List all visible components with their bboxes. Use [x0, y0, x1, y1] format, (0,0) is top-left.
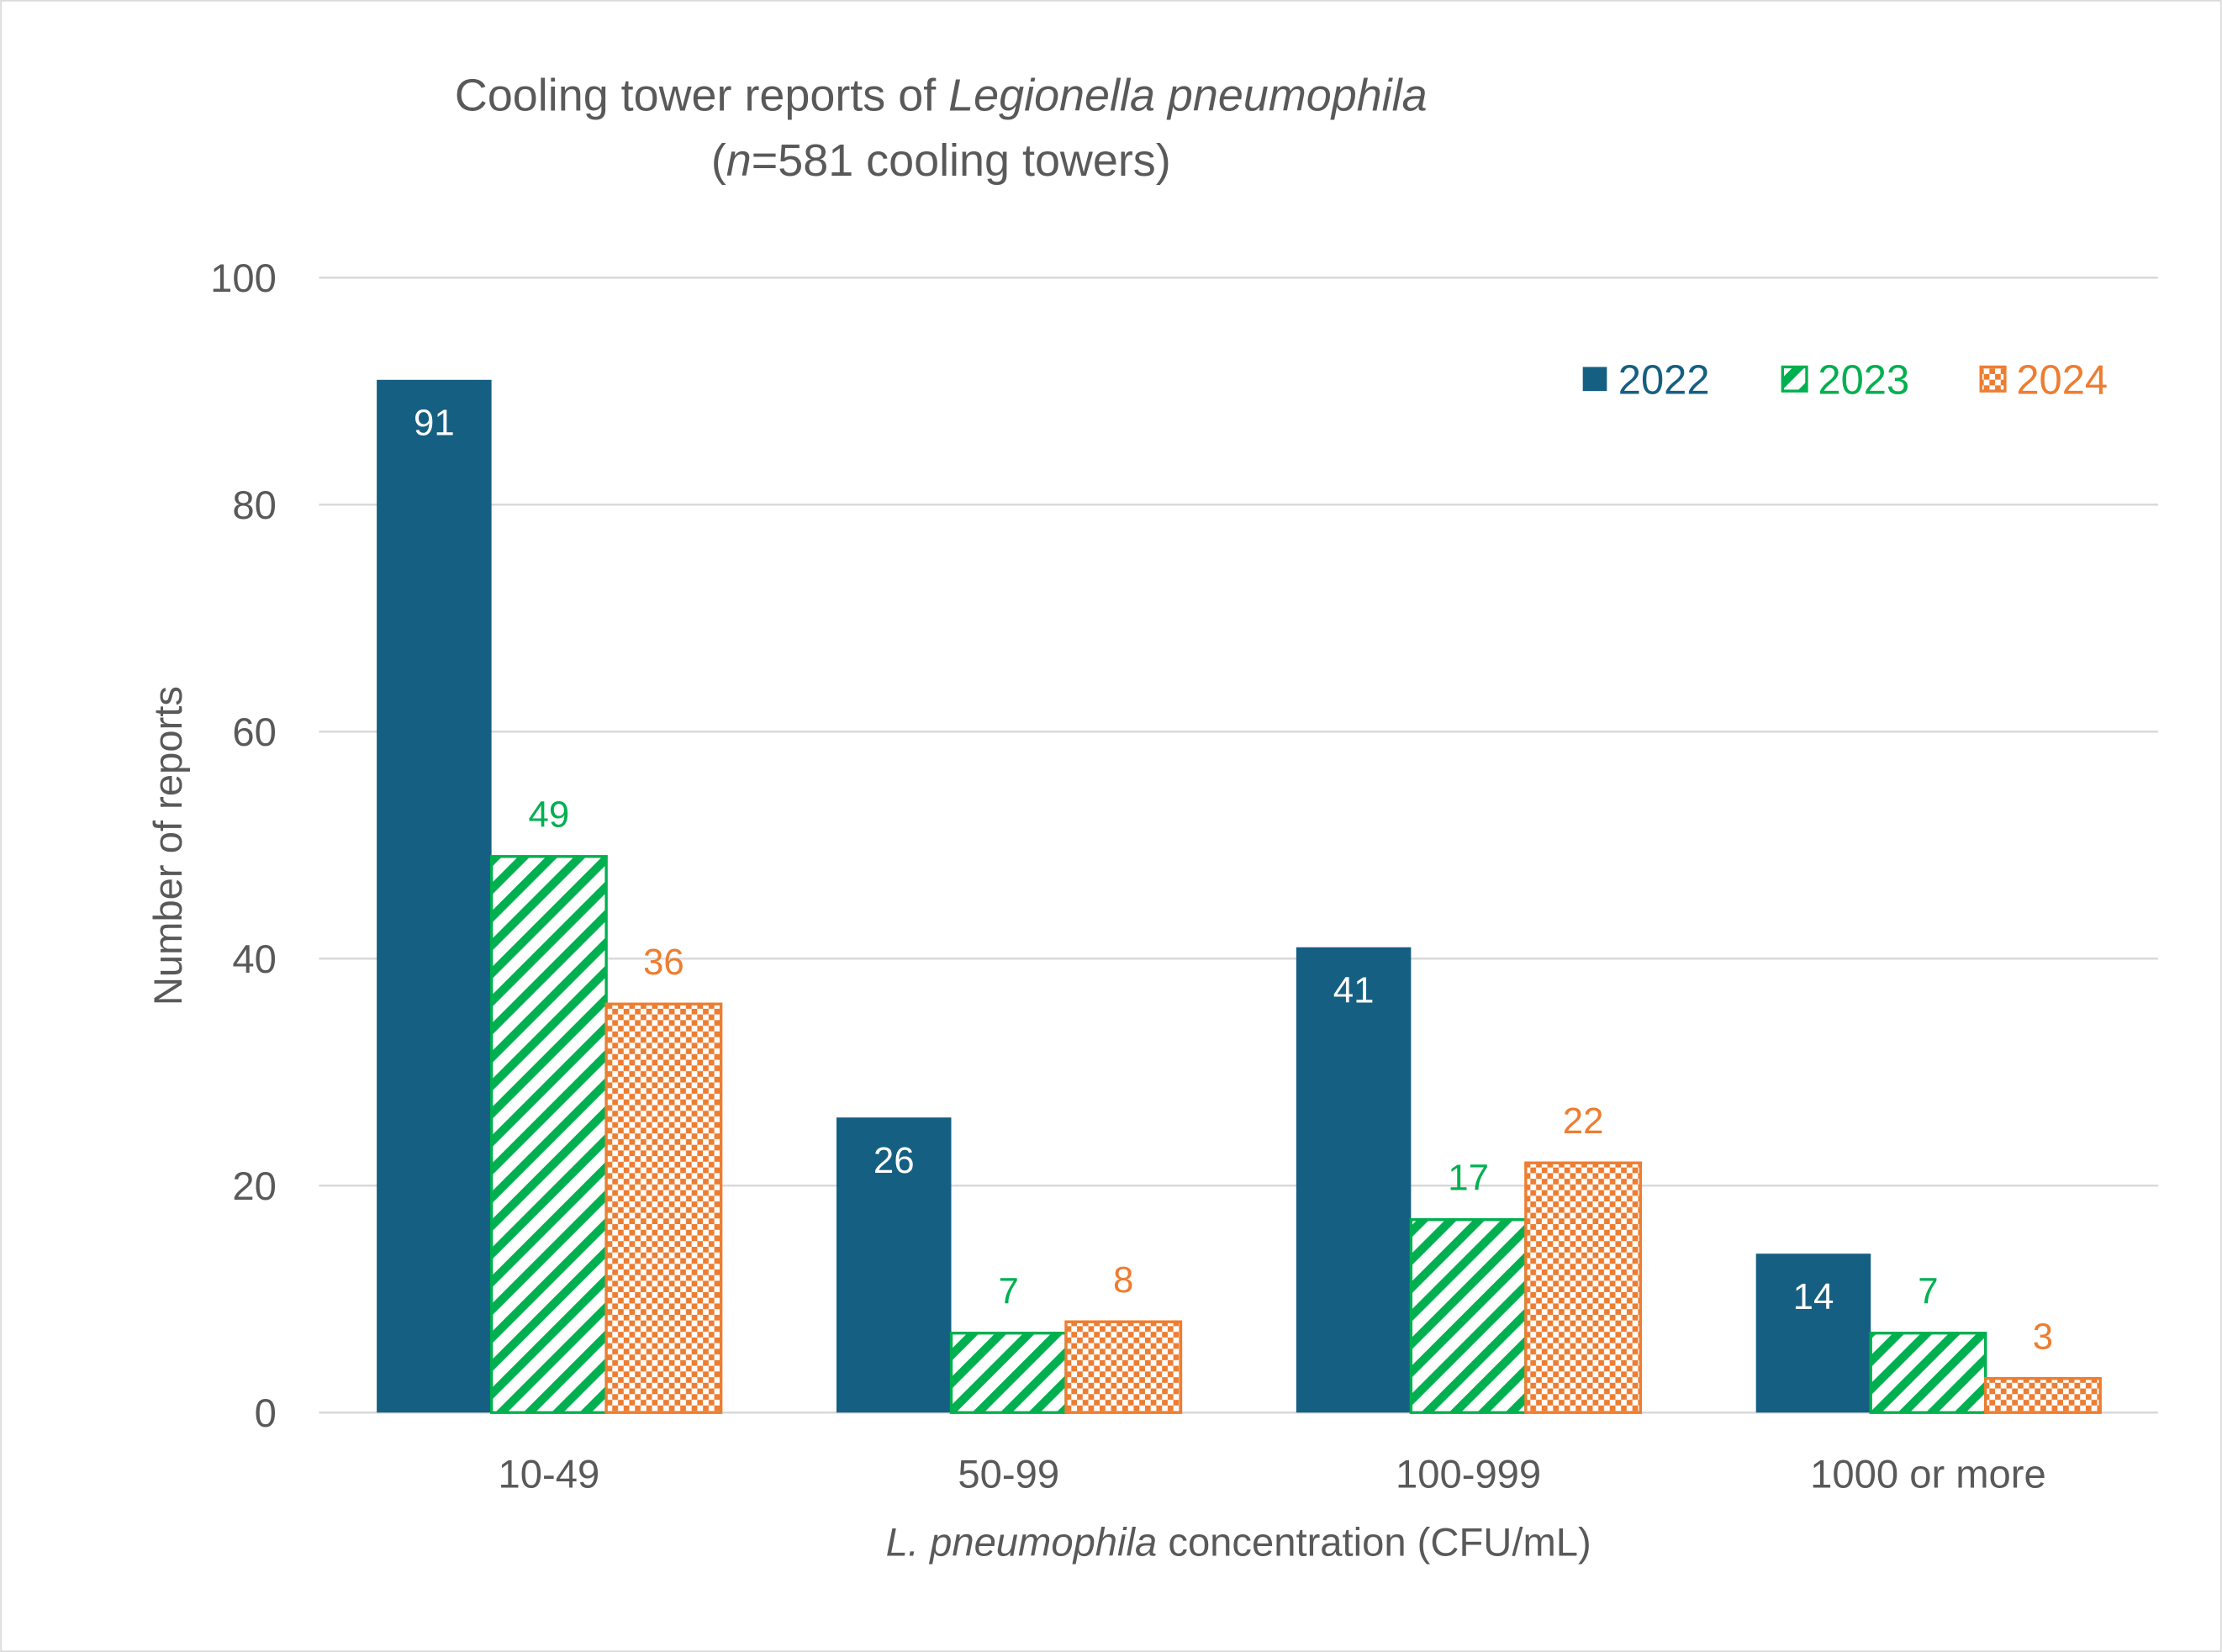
data-label: 36 [643, 942, 684, 983]
data-label: 91 [414, 403, 455, 444]
x-tick-label: 10-49 [499, 1452, 600, 1496]
data-label: 3 [2033, 1316, 2053, 1357]
chart-title-line1: Cooling tower reports of Legionella pneu… [455, 70, 1428, 120]
y-axis-ticks: 0 20 40 60 80 100 [210, 256, 277, 1435]
x-axis-ticks: 10-49 50-99 100-999 1000 or more [499, 1452, 2046, 1496]
bar-2022 [1296, 947, 1412, 1413]
bars: 91 49 36 26 7 8 41 17 22 14 7 3 [377, 379, 2102, 1414]
y-tick-label: 20 [232, 1164, 276, 1208]
bar-2024 [1064, 1320, 1183, 1414]
x-tick-label: 50-99 [958, 1452, 1059, 1496]
bar-2023 [949, 1332, 1068, 1414]
data-label: 17 [1448, 1157, 1489, 1198]
data-label: 41 [1333, 969, 1375, 1011]
legend-swatch-2024 [1979, 365, 2007, 393]
legend-label: 2023 [1818, 357, 1909, 403]
y-tick-label: 0 [255, 1391, 277, 1435]
legend-swatch-2022 [1582, 367, 1607, 392]
y-tick-label: 40 [232, 937, 276, 981]
bar-2024 [1524, 1161, 1643, 1414]
bar-2022 [1755, 1254, 1871, 1413]
data-label: 7 [1918, 1270, 1938, 1312]
bar-2022 [377, 379, 492, 1413]
legend-label: 2022 [1618, 357, 1710, 403]
data-label: 22 [1563, 1100, 1604, 1142]
y-axis-label: Number of reports [145, 686, 190, 1005]
bar-2024 [604, 1002, 723, 1414]
y-tick-label: 80 [232, 483, 276, 527]
data-label: 8 [1113, 1259, 1133, 1301]
bar-2023 [489, 855, 608, 1414]
bar-2023 [1869, 1332, 1987, 1414]
data-label: 49 [529, 794, 570, 835]
bar-2022 [836, 1117, 952, 1413]
x-axis-label: L. pneumophila concentration (CFU/mL) [886, 1519, 1591, 1564]
x-tick-label: 1000 or more [1810, 1452, 2046, 1496]
y-tick-label: 100 [210, 256, 277, 300]
legend-label: 2024 [2016, 357, 2108, 403]
bar-2024 [1984, 1377, 2102, 1414]
legend: 2022 2023 2024 [1582, 357, 2108, 403]
bar-2023 [1409, 1218, 1528, 1414]
legend-swatch-2023 [1781, 365, 1808, 393]
y-tick-label: 60 [232, 710, 276, 754]
chart-title-line2: (n=581 cooling towers) [711, 135, 1171, 186]
data-label: 7 [999, 1270, 1019, 1312]
data-label: 14 [1793, 1276, 1834, 1317]
data-label: 26 [873, 1140, 915, 1181]
x-tick-label: 100-999 [1396, 1452, 1541, 1496]
